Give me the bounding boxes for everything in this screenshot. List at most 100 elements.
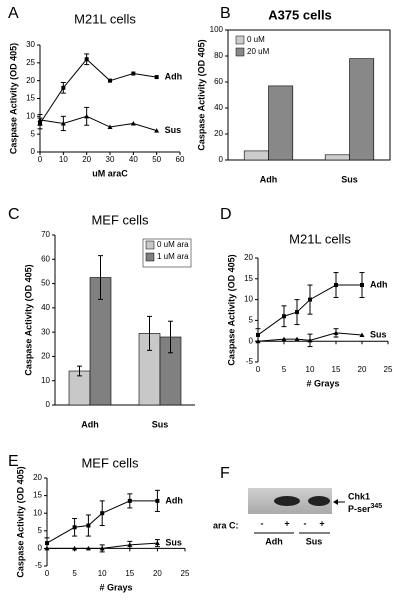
x-tick-label: Adh xyxy=(260,174,278,184)
series-line xyxy=(39,115,157,132)
marker xyxy=(255,338,261,344)
y-axis-label: Caspase Activity (OD 405) xyxy=(8,43,18,154)
marker xyxy=(154,75,159,80)
marker xyxy=(60,120,66,126)
group-label: Adh xyxy=(265,536,283,546)
marker xyxy=(37,117,43,122)
marker xyxy=(127,542,133,547)
y-tick-label: 30 xyxy=(26,40,35,49)
series-label: Sus xyxy=(370,329,387,339)
marker xyxy=(84,57,89,62)
legend-label: 0 uM ara xyxy=(157,240,189,249)
marker xyxy=(72,545,78,551)
marker xyxy=(131,71,136,76)
bar xyxy=(268,85,294,161)
blot-band xyxy=(274,496,300,506)
marker xyxy=(45,541,49,546)
y-tick-label: 60 xyxy=(41,254,50,263)
x-tick-label: 10 xyxy=(306,365,315,374)
x-tick-label: 30 xyxy=(106,155,115,164)
y-axis-label: Caspase Activity (OD 405) xyxy=(226,254,236,365)
y-tick-label: 30 xyxy=(41,327,50,336)
marker xyxy=(130,120,136,126)
y-tick-label: 40 xyxy=(214,103,223,112)
y-tick-label: 15 xyxy=(33,491,42,500)
y-tick-label: 15 xyxy=(244,274,253,283)
y-tick-label: 15 xyxy=(26,94,35,103)
panel-letter: D xyxy=(220,206,232,223)
series-line xyxy=(39,58,157,124)
series-label: Adh xyxy=(165,71,183,81)
y-tick-label: 25 xyxy=(26,58,35,67)
chart: B A375 cells Caspase Activity (OD 405) 0 20 4… xyxy=(196,5,391,184)
x-tick-label: 15 xyxy=(332,365,341,374)
series-label: Adh xyxy=(165,495,183,505)
marker xyxy=(154,128,160,133)
chart-title: M21L cells xyxy=(289,231,351,246)
x-tick-label: 25 xyxy=(384,365,393,374)
marker xyxy=(155,498,160,503)
marker xyxy=(294,336,300,342)
bar xyxy=(349,58,375,161)
marker xyxy=(108,78,112,83)
panel-letter: B xyxy=(220,5,231,22)
x-axis-label: uM araC xyxy=(92,168,128,178)
marker xyxy=(72,525,77,530)
y-tick-label: 0 xyxy=(249,336,254,345)
x-tick-label: 20 xyxy=(153,569,162,578)
series-line xyxy=(257,332,363,342)
marker xyxy=(282,314,286,319)
x-tick-label: 5 xyxy=(72,569,77,578)
x-tick-label: 5 xyxy=(282,365,287,374)
legend-swatch xyxy=(235,35,245,45)
y-axis-label: Caspase Activity (OD 405) xyxy=(23,264,33,375)
legend-swatch xyxy=(145,252,155,262)
series-label: Adh xyxy=(370,279,388,289)
marker xyxy=(333,330,339,335)
y-tick-label: 10 xyxy=(26,111,35,120)
y-tick-label: 80 xyxy=(214,51,223,60)
y-tick-label: -5 xyxy=(35,561,43,570)
chart: A M21L cells Caspase Activity (OD 405) 0 5 10… xyxy=(8,5,185,178)
x-tick-label: 60 xyxy=(176,155,185,164)
x-tick-label: 40 xyxy=(129,155,138,164)
y-tick-label: 0 xyxy=(46,400,51,409)
y-tick-label: -5 xyxy=(246,357,254,366)
y-axis-label: Caspase Activity (OD 405) xyxy=(15,466,25,577)
chart: C MEF cells Caspase Activity (OD 405) 0 10 20… xyxy=(8,206,195,429)
x-tick-label: 15 xyxy=(125,569,134,578)
panel-letter: E xyxy=(8,453,19,470)
x-tick-label: 20 xyxy=(82,155,91,164)
marker xyxy=(44,545,50,551)
marker xyxy=(85,545,91,551)
panel-letter: A xyxy=(8,5,19,22)
y-tick-label: 5 xyxy=(38,526,43,535)
y-tick-label: 10 xyxy=(244,295,253,304)
lane-sign: + xyxy=(284,518,289,528)
x-axis-label: # Grays xyxy=(99,582,132,592)
y-axis-label: Caspase Activity (OD 405) xyxy=(196,39,206,150)
x-tick-label: 0 xyxy=(45,569,50,578)
legend-label: 20 uM xyxy=(247,47,270,56)
y-tick-label: 70 xyxy=(41,230,50,239)
marker xyxy=(256,332,260,337)
lane-sign: - xyxy=(304,518,307,528)
legend-label: 0 uM xyxy=(247,35,265,44)
marker xyxy=(308,297,312,302)
panel-letter: F xyxy=(220,465,230,482)
marker xyxy=(360,283,364,288)
y-tick-label: 5 xyxy=(31,129,36,138)
marker xyxy=(107,124,113,130)
x-tick-label: 10 xyxy=(98,569,107,578)
blot-panel: F Chk1 P-ser345 ara C: - + - + Adh Sus xyxy=(213,465,382,546)
site-sup: 345 xyxy=(371,503,383,510)
protein-label: Chk1 xyxy=(348,491,370,501)
y-tick-label: 10 xyxy=(33,508,42,517)
y-tick-label: 20 xyxy=(26,76,35,85)
y-tick-label: 10 xyxy=(41,376,50,385)
marker xyxy=(99,545,105,551)
chart-title: M21L cells xyxy=(74,11,136,26)
y-tick-label: 50 xyxy=(41,279,50,288)
x-tick-label: Sus xyxy=(152,419,169,429)
